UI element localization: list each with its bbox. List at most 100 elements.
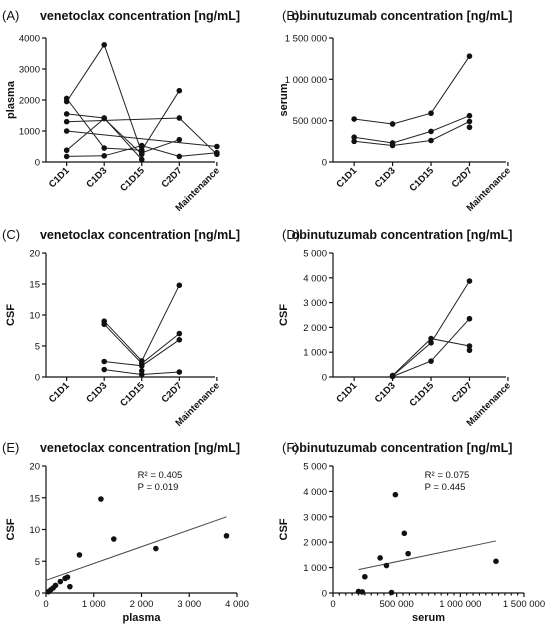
panel-title: obinutuzumab concentration [ng/mL] xyxy=(292,9,513,23)
data-point xyxy=(466,53,473,59)
y-axis-label: CSF xyxy=(5,304,17,326)
panel-letter: (C) xyxy=(2,227,20,242)
data-point xyxy=(176,369,183,375)
data-point xyxy=(428,137,434,144)
data-point xyxy=(101,321,108,328)
data-point xyxy=(389,121,396,127)
data-point xyxy=(214,151,220,158)
panel-letter: (D) xyxy=(282,227,300,242)
panel-d: (D)obinutuzumab concentration [ng/mL] 0 1 … xyxy=(278,227,513,429)
data-point xyxy=(223,533,230,539)
y-tick-label: 4 000 xyxy=(303,273,327,284)
data-point xyxy=(76,552,83,558)
x-category-label: C1D3 xyxy=(84,380,109,405)
series-line-1 xyxy=(103,284,180,362)
data-point xyxy=(57,578,64,585)
data-point xyxy=(359,589,366,595)
panel-title: obinutuzumab concentration [ng/mL] xyxy=(292,441,513,455)
y-tick-label: 500 000 xyxy=(293,116,327,127)
r-squared-label: R² = 0.405 xyxy=(138,470,183,481)
y-tick-label: 1 000 xyxy=(303,348,327,359)
x-category-label: C2D7 xyxy=(159,165,184,190)
data-point xyxy=(63,153,70,160)
x-axis-label: serum xyxy=(412,612,445,624)
p-value-label: P = 0.019 xyxy=(138,482,179,493)
y-tick-label: 5 000 xyxy=(303,249,327,260)
data-point xyxy=(466,315,473,322)
y-axis-label: serum xyxy=(278,83,290,116)
y-tick-label: 0 xyxy=(322,589,327,600)
x-category-label: C1D1 xyxy=(47,380,72,405)
data-point xyxy=(401,530,408,537)
data-point xyxy=(362,573,368,580)
data-point xyxy=(466,112,473,119)
x-tick-label: 2 000 xyxy=(130,599,154,610)
x-tick-label: 4 000 xyxy=(225,599,249,610)
y-tick-label: 2 000 xyxy=(303,538,327,549)
panel-title: obinutuzumab concentration [ng/mL] xyxy=(292,228,513,242)
panel-e: (E) venetoclax concentration [ng/mL] 0 5 10 1… xyxy=(2,440,249,624)
x-category-label: C1D3 xyxy=(373,380,398,405)
data-point xyxy=(351,138,357,145)
series-line-1 xyxy=(354,55,470,125)
data-point xyxy=(388,589,395,596)
panel-letter: (E) xyxy=(2,440,19,455)
x-category-label: C1D1 xyxy=(334,380,359,405)
data-point xyxy=(138,368,145,374)
panel-title: venetoclax concentration [ng/mL] xyxy=(40,441,240,455)
y-tick-label: 20 xyxy=(29,249,40,260)
series-line-2 xyxy=(66,43,180,154)
data-point xyxy=(63,98,70,105)
x-category-label: C1D15 xyxy=(118,380,147,409)
y-tick-label: 0 xyxy=(35,373,40,384)
y-tick-label: 10 xyxy=(29,525,40,536)
data-point xyxy=(351,134,357,140)
x-tick-label: 1 000 xyxy=(82,599,106,610)
data-point xyxy=(153,545,159,552)
data-point xyxy=(64,574,71,580)
data-point xyxy=(392,491,399,498)
data-point xyxy=(101,358,108,365)
y-tick-label: 10 xyxy=(29,311,40,322)
y-axis-label: plasma xyxy=(5,80,17,119)
series-line-8 xyxy=(66,130,217,147)
regression-line xyxy=(358,540,497,571)
y-tick-label: 1 000 xyxy=(303,563,327,574)
y-tick-label: 15 xyxy=(29,493,40,504)
x-tick-label: 0 xyxy=(43,599,48,610)
data-point xyxy=(466,343,473,349)
y-tick-label: 1 500 000 xyxy=(285,34,327,45)
data-point xyxy=(111,536,117,542)
y-tick-label: 5 xyxy=(35,342,40,353)
y-axis-label: CSF xyxy=(278,304,290,326)
x-category-label: C2D7 xyxy=(159,380,184,405)
panel-letter: (B) xyxy=(282,8,299,23)
data-point xyxy=(405,550,411,557)
data-point xyxy=(63,111,70,117)
data-point xyxy=(493,558,499,565)
y-tick-label: 2000 xyxy=(19,96,40,107)
data-point xyxy=(176,153,183,160)
x-category-label: C1D1 xyxy=(334,165,359,190)
data-point xyxy=(466,118,473,125)
data-point xyxy=(176,115,183,121)
data-point xyxy=(466,347,473,354)
y-tick-label: 0 xyxy=(35,589,40,600)
data-point xyxy=(466,124,473,131)
panel-a: (A) venetoclax concentration [ng/mL] 0 1000… xyxy=(2,8,240,214)
data-point xyxy=(428,128,434,135)
data-point xyxy=(176,136,183,143)
y-tick-label: 3000 xyxy=(19,65,40,76)
panel-title: venetoclax concentration [ng/mL] xyxy=(40,9,240,23)
y-tick-label: 2 000 xyxy=(303,323,327,334)
y-tick-label: 5 xyxy=(35,557,40,568)
data-point xyxy=(101,153,108,159)
data-point xyxy=(428,358,434,364)
x-category-label: C2D7 xyxy=(450,165,475,190)
y-tick-label: 1000 xyxy=(19,127,40,138)
panel-f: (F)obinutuzumab concentration [ng/mL] 0 1 … xyxy=(278,440,545,624)
x-category-label: C1D1 xyxy=(47,165,72,190)
data-point xyxy=(383,562,390,569)
data-point xyxy=(176,337,183,343)
x-category-label: C2D7 xyxy=(450,380,475,405)
